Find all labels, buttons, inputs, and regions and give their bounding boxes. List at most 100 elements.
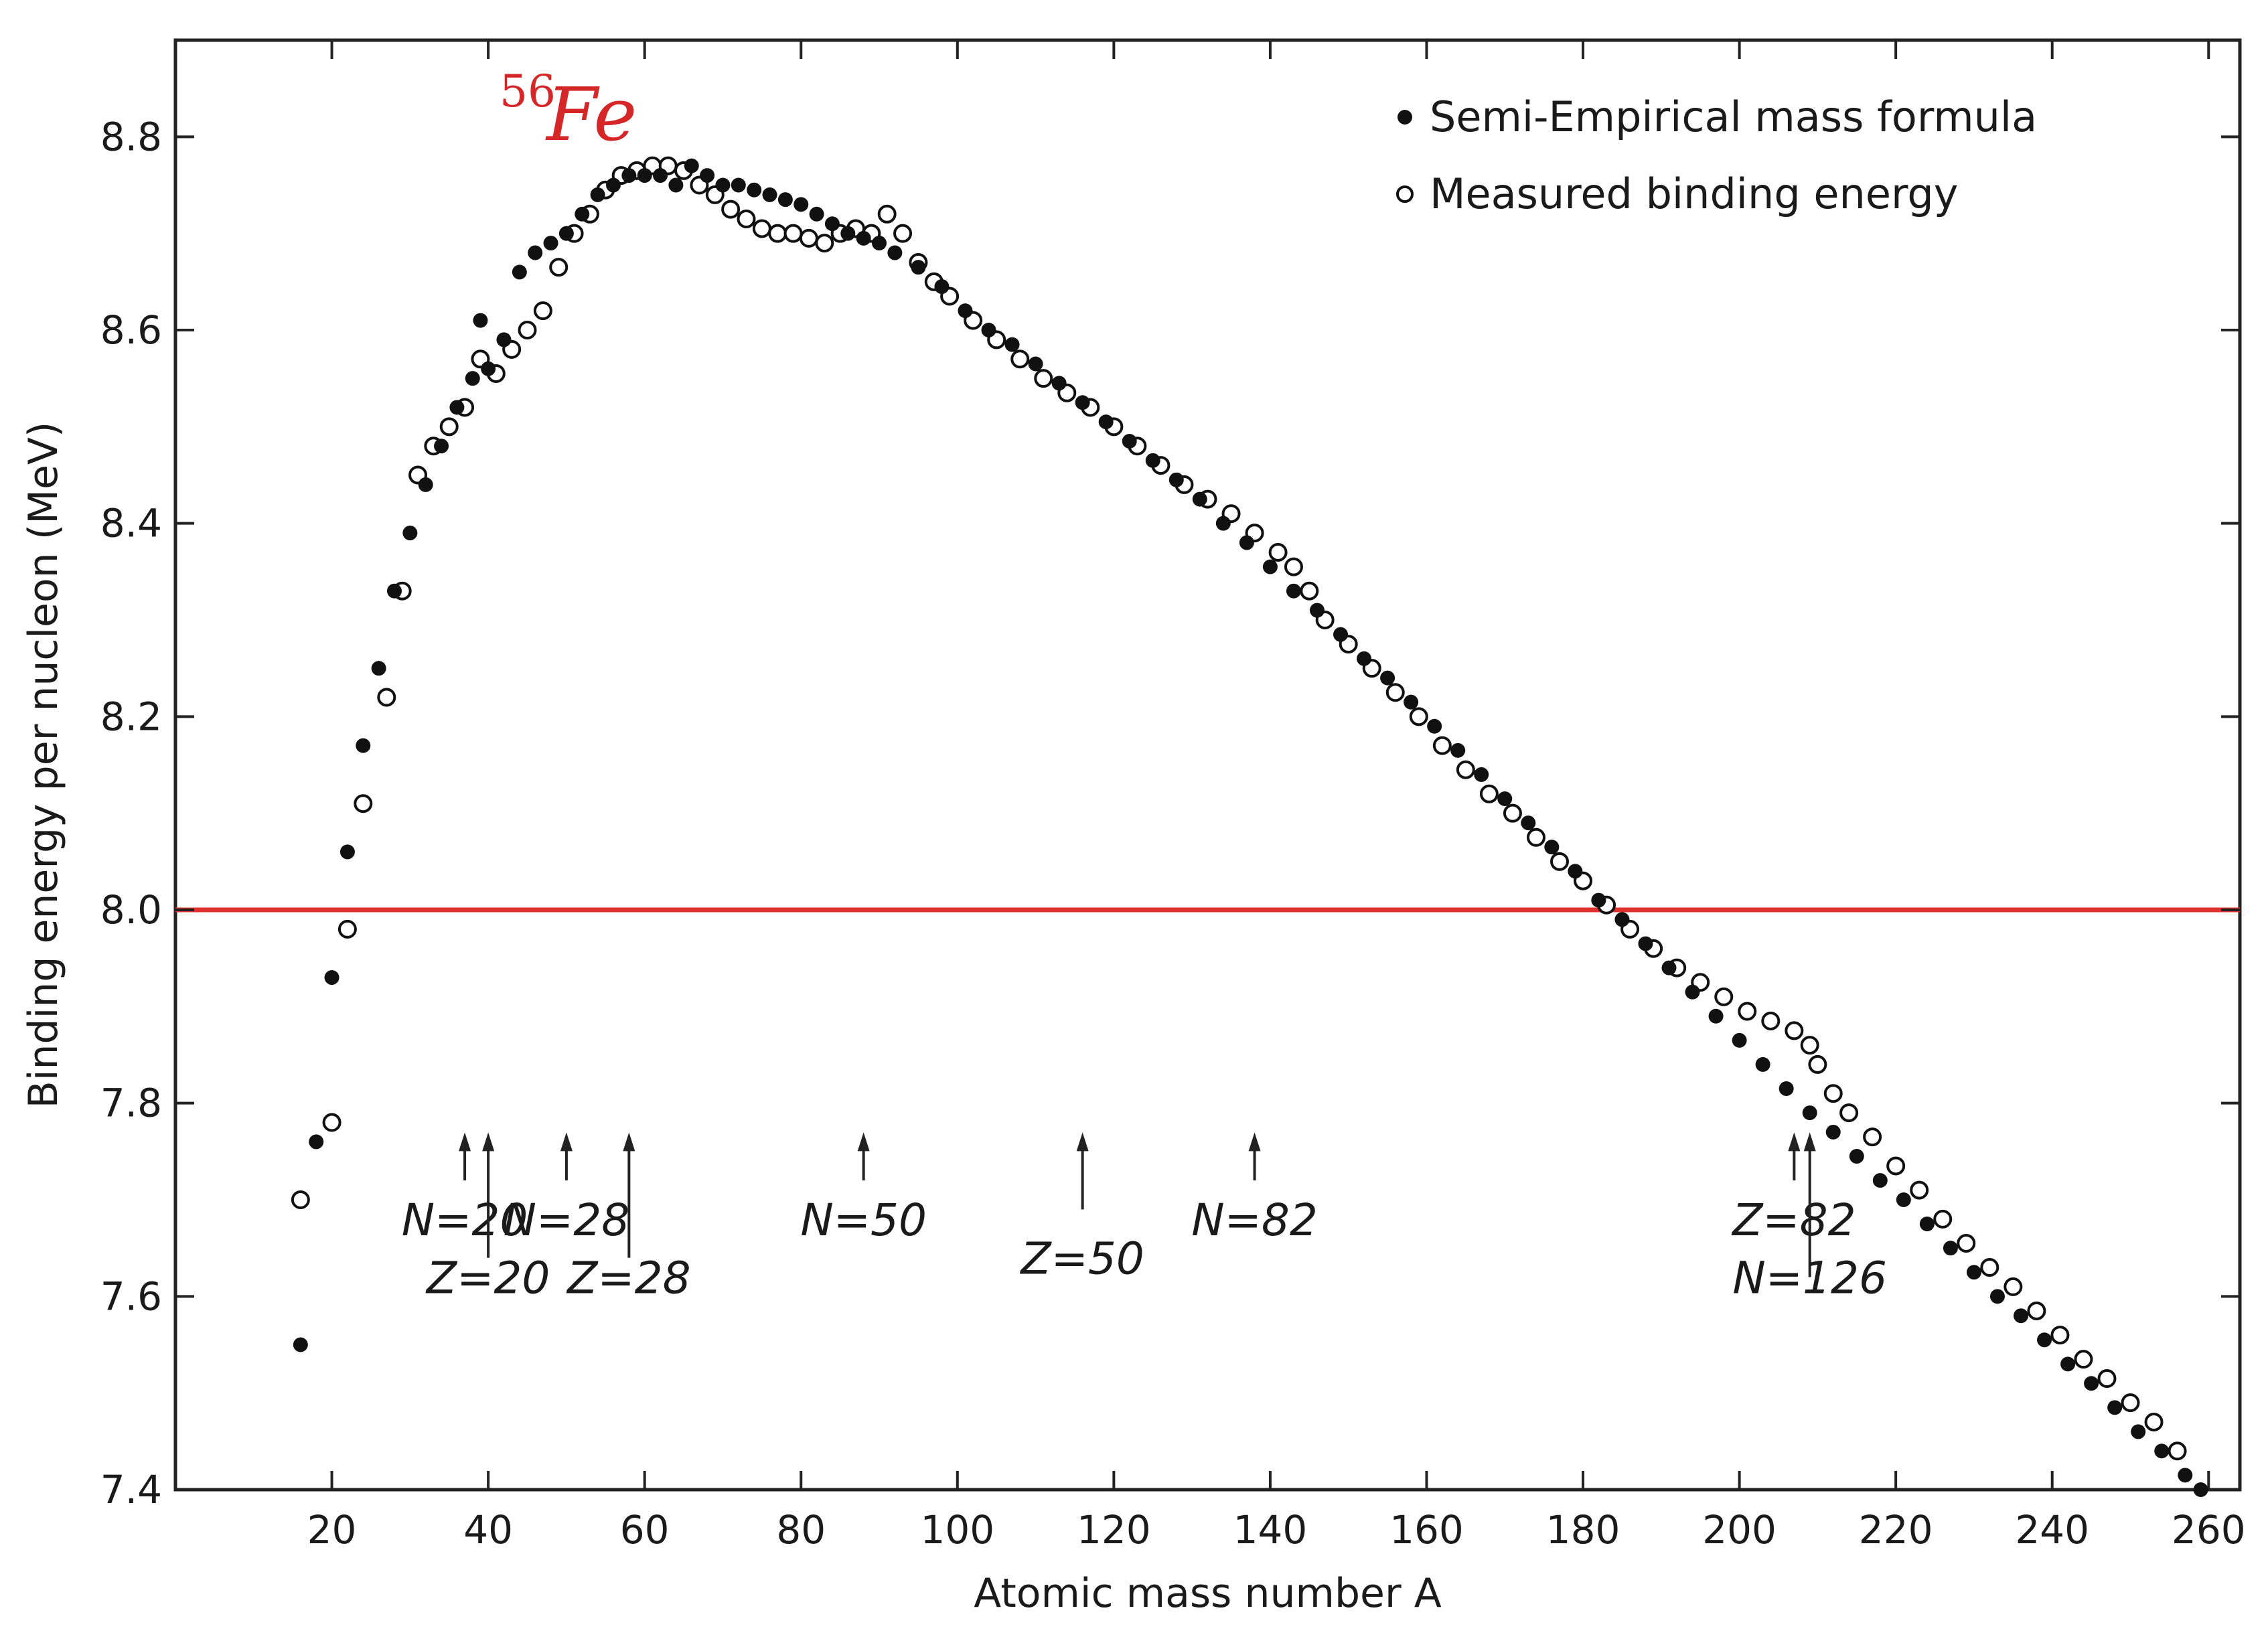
- semi-empirical-point: [1051, 376, 1067, 391]
- measured-point: [2144, 1412, 2164, 1431]
- semi-empirical-point: [575, 206, 590, 222]
- semi-empirical-point: [1168, 472, 1184, 487]
- measured-point: [1839, 1103, 1859, 1123]
- fe-annotation: 56 Fe: [500, 66, 637, 157]
- measured-point: [1479, 784, 1499, 803]
- measured-point: [1714, 987, 1734, 1006]
- x-axis-label: Atomic mass number A: [974, 1570, 1442, 1617]
- fe-mass-number: 56: [500, 66, 556, 117]
- semi-empirical-point: [2084, 1376, 2099, 1391]
- measured-point: [893, 224, 913, 243]
- semi-empirical-point: [1989, 1289, 2005, 1304]
- semi-empirical-point: [293, 1337, 308, 1352]
- legend-measured: Measured binding energy: [1430, 169, 1958, 218]
- measured-point: [1550, 852, 1570, 871]
- semi-empirical-point: [1404, 694, 1419, 710]
- semi-empirical-point: [809, 206, 824, 222]
- semi-empirical-point: [356, 738, 371, 753]
- measured-point: [1785, 1021, 1804, 1040]
- semi-empirical-point: [449, 400, 465, 415]
- measured-point: [1808, 1054, 1827, 1074]
- semi-empirical-point: [1779, 1081, 1794, 1097]
- semi-empirical-point: [1708, 1008, 1724, 1024]
- measured-point: [768, 224, 787, 243]
- semi-empirical-point: [1474, 767, 1489, 782]
- measured-point: [1800, 1036, 1819, 1055]
- semi-empirical-point: [1872, 1173, 1888, 1188]
- magic-number-label: N=20: [402, 1194, 528, 1246]
- semi-empirical-point: [512, 264, 527, 280]
- semi-empirical-point: [2193, 1482, 2208, 1497]
- measured-point: [1933, 1209, 1953, 1229]
- measured-point: [1409, 707, 1428, 726]
- semi-empirical-point: [747, 182, 762, 198]
- measured-point: [2027, 1301, 2046, 1320]
- semi-empirical-point: [1521, 815, 1536, 831]
- semi-empirical-point: [887, 245, 903, 260]
- plot-border: [173, 38, 2242, 1492]
- measured-point: [322, 1113, 342, 1132]
- semi-empirical-point: [2037, 1332, 2052, 1348]
- semi-empirical-point: [481, 361, 496, 376]
- semi-empirical-point: [1685, 984, 1700, 1000]
- semi-empirical-point: [402, 526, 418, 541]
- semi-empirical-point: [2014, 1308, 2029, 1324]
- semi-empirical-point: [1380, 670, 1395, 686]
- measured-point: [2004, 1277, 2023, 1296]
- measured-point: [1738, 1002, 1757, 1021]
- x-tick-label: 120: [1077, 1507, 1151, 1553]
- measured-point: [354, 794, 373, 813]
- semi-empirical-point: [1215, 516, 1231, 531]
- measured-point: [377, 688, 396, 707]
- semi-empirical-point: [856, 230, 871, 246]
- measured-point: [1886, 1156, 1906, 1176]
- semi-empirical-point: [1333, 627, 1349, 642]
- x-tick-label: 80: [776, 1507, 826, 1553]
- magic-arrow-head: [1803, 1132, 1816, 1152]
- semi-empirical-point: [386, 583, 402, 599]
- semi-empirical-point: [1591, 892, 1606, 908]
- measured-point: [1761, 1011, 1781, 1030]
- measured-point: [337, 919, 357, 939]
- measured-point: [2121, 1393, 2140, 1413]
- semi-empirical-point: [1802, 1105, 1817, 1121]
- semi-empirical-point: [1755, 1056, 1770, 1072]
- semi-empirical-point: [668, 177, 684, 193]
- semi-empirical-point: [1357, 651, 1372, 666]
- x-tick-label: 100: [920, 1507, 994, 1553]
- x-tick-label: 240: [2015, 1507, 2089, 1553]
- legend-open-marker: [1396, 185, 1414, 203]
- y-tick-label: 8.8: [100, 114, 162, 159]
- measured-point: [1456, 760, 1475, 779]
- magic-number-label: Z=82: [1731, 1194, 1856, 1246]
- magic-number-label: N=82: [1191, 1194, 1318, 1246]
- magic-number-label: N=126: [1732, 1252, 1887, 1304]
- semi-empirical-point: [934, 279, 950, 295]
- semi-empirical-point: [309, 1134, 324, 1150]
- semi-empirical-point: [465, 371, 480, 386]
- magic-arrow-head: [1248, 1132, 1261, 1152]
- legend-semi-empirical: Semi-Empirical mass formula: [1430, 92, 2037, 141]
- measured-point: [877, 204, 897, 224]
- semi-empirical-point: [1849, 1149, 1864, 1164]
- semi-empirical-point: [1732, 1032, 1747, 1048]
- semi-empirical-point: [1966, 1265, 1981, 1280]
- semi-empirical-point: [715, 177, 731, 193]
- measured-point: [1010, 349, 1030, 369]
- semi-empirical-point: [2178, 1468, 2193, 1483]
- measured-point: [1385, 683, 1405, 702]
- measured-point: [1526, 828, 1545, 847]
- semi-empirical-point: [684, 158, 699, 173]
- legend-filled-marker: [1397, 110, 1412, 125]
- magic-number-annotations: N=20 Z=20 N=28 Z=28 N=50 Z=50 N=82 Z=82 N=126: [402, 1132, 1887, 1304]
- semi-empirical-point: [762, 187, 777, 202]
- x-tick-label: 20: [307, 1507, 357, 1553]
- y-tick-label: 8.0: [100, 887, 162, 933]
- measured-point: [1503, 803, 1522, 823]
- semi-empirical-point: [543, 236, 558, 251]
- measured-point: [291, 1190, 310, 1209]
- magic-arrow-head: [1076, 1132, 1089, 1152]
- semi-empirical-point: [496, 332, 512, 347]
- semi-empirical-point: [1614, 912, 1630, 927]
- semi-empirical-point: [1192, 491, 1207, 507]
